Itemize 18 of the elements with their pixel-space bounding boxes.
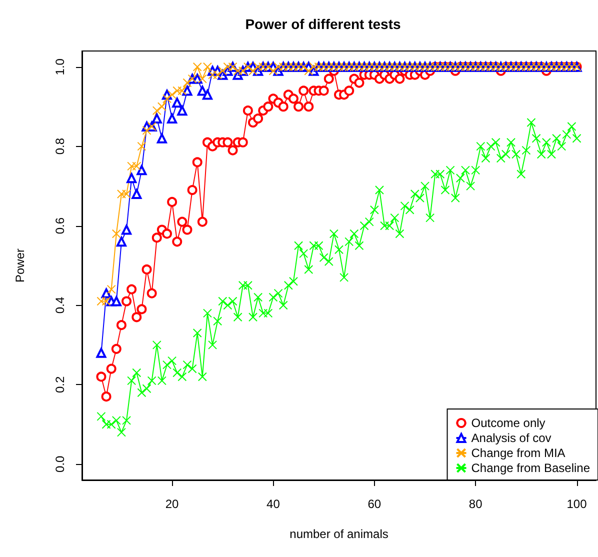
x-tick-label: 40 <box>266 497 280 511</box>
x-tick-label: 100 <box>566 497 588 511</box>
y-tick-label: 0.0 <box>53 455 67 472</box>
y-axis-title: Power <box>13 248 27 283</box>
x-axis-title: number of animals <box>290 527 388 541</box>
x-tick-label: 80 <box>468 497 483 511</box>
x-tick-label: 60 <box>368 497 382 511</box>
legend-label: Change from Baseline <box>471 461 590 475</box>
y-tick-label: 0.8 <box>53 138 67 155</box>
y-tick-label: 0.2 <box>53 376 67 394</box>
y-tick-label: 0.6 <box>53 217 67 234</box>
chart-title: Power of different tests <box>245 16 401 32</box>
legend-label: Outcome only <box>471 416 546 430</box>
legend-label: Change from MIA <box>471 446 566 460</box>
y-tick-label: 0.4 <box>53 296 67 314</box>
legend-label: Analysis of cov <box>471 431 552 445</box>
x-tick-label: 20 <box>165 497 180 511</box>
y-tick-label: 1.0 <box>53 58 67 76</box>
